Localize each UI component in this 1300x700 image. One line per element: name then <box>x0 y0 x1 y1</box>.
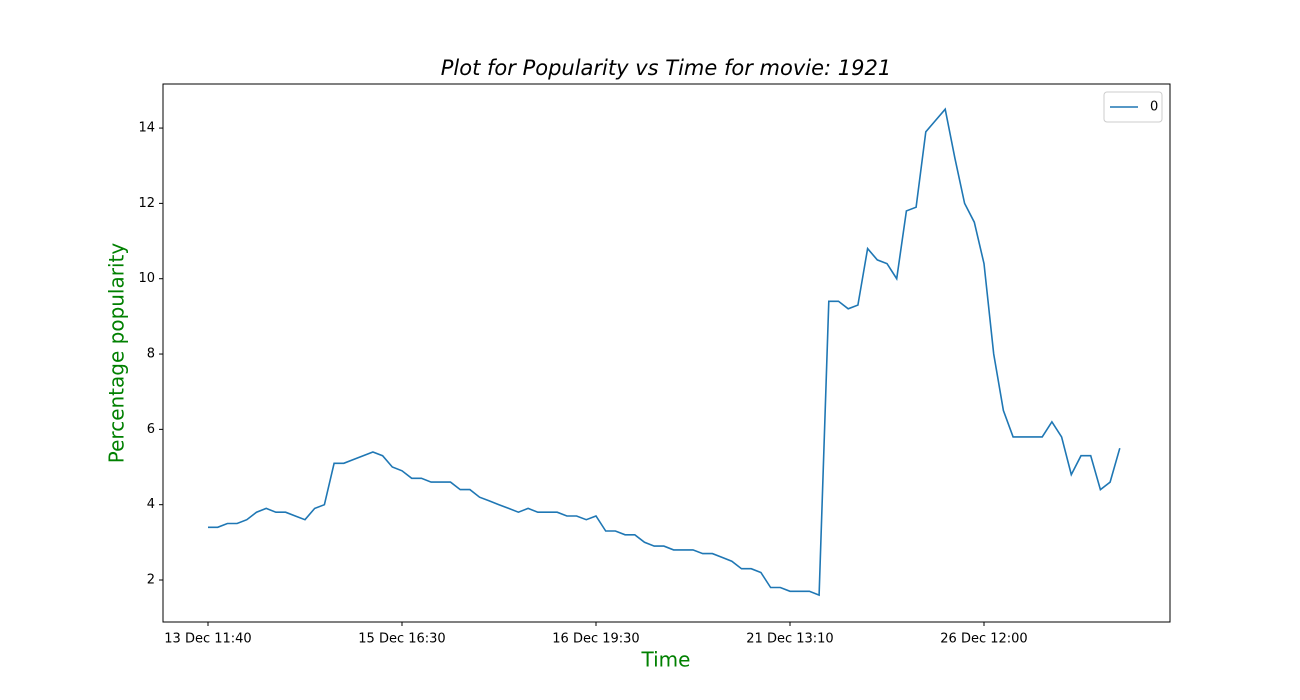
x-tick-label: 13 Dec 11:40 <box>164 632 251 647</box>
y-tick-label: 14 <box>138 121 155 136</box>
chart-title: Plot for Popularity vs Time for movie: 1… <box>441 56 891 80</box>
y-tick-label: 10 <box>138 271 155 286</box>
y-axis-label: Percentage popularity <box>105 243 129 464</box>
y-tick-label: 12 <box>138 196 155 211</box>
legend-label: 0 <box>1150 100 1158 115</box>
y-tick-label: 8 <box>147 347 155 362</box>
y-tick-label: 6 <box>147 422 155 437</box>
x-tick-label: 21 Dec 13:10 <box>746 632 833 647</box>
data-line <box>208 107 1121 597</box>
y-tick-label: 2 <box>147 573 155 588</box>
plot-frame <box>162 83 1171 623</box>
y-tick-label: 4 <box>147 497 155 512</box>
x-axis-label: Time <box>641 648 691 672</box>
x-tick-label: 15 Dec 16:30 <box>358 632 445 647</box>
x-tick-label: 16 Dec 19:30 <box>552 632 639 647</box>
x-tick-label: 26 Dec 12:00 <box>940 632 1027 647</box>
